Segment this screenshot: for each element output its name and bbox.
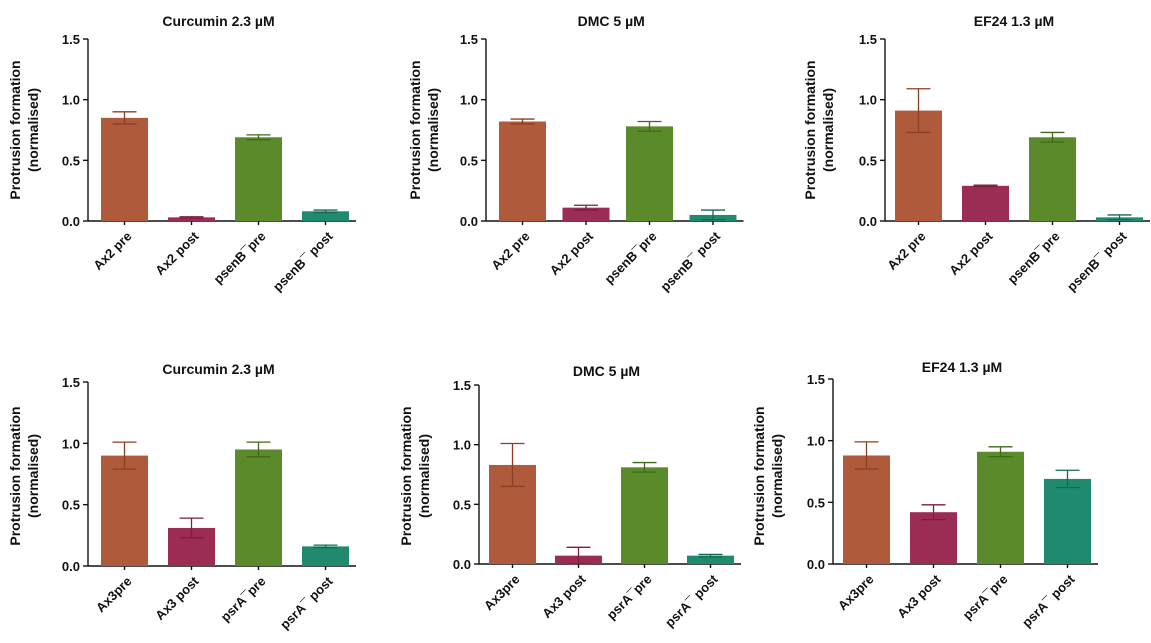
y-axis-label-line: (normalised) — [820, 88, 836, 172]
x-tick-label: Ax2 pre — [884, 229, 928, 273]
x-tick-label: Ax3pre — [93, 574, 135, 616]
x-tick-label: Ax2 post — [547, 228, 597, 278]
x-tick-label: Ax2 pre — [488, 229, 532, 273]
x-tick-label: psenB¯pre — [602, 229, 660, 287]
x-tick-label: Ax3pre — [835, 572, 877, 614]
y-tick-label: 1.5 — [807, 372, 825, 387]
bar — [910, 512, 957, 564]
y-tick-label: 1.0 — [62, 93, 80, 108]
y-tick-label: 0.0 — [859, 214, 877, 229]
x-tick-label: Ax2 post — [152, 228, 202, 278]
y-tick-label: 1.0 — [807, 434, 825, 449]
chart-title: DMC 5 µM — [573, 363, 640, 379]
bar — [1044, 478, 1091, 564]
chart-dmc-psra: DMC 5 µM Protrusion formation (normalised)… — [398, 363, 741, 630]
chart-curcumin-psra: Curcumin 2.3 µM Protrusion formation (norm… — [7, 361, 356, 632]
bar — [235, 449, 282, 566]
y-tick-label: 1.5 — [62, 32, 80, 47]
y-axis-label-line: Protrusion formation — [802, 60, 818, 199]
y-axis-label-line: Protrusion formation — [751, 406, 767, 545]
chart-title: Curcumin 2.3 µM — [162, 13, 274, 29]
y-axis-label-line: Protrusion formation — [407, 60, 423, 199]
x-tick-label: psenB¯ post — [1064, 228, 1130, 294]
x-tick-label: psrA¯ post — [1019, 571, 1078, 630]
y-tick-label: 1.0 — [460, 93, 478, 108]
y-tick-label: 0.0 — [62, 214, 80, 229]
bar — [101, 117, 148, 221]
y-tick-label: 0.0 — [807, 557, 825, 572]
y-tick-label: 0.5 — [62, 153, 80, 168]
y-tick-label: 1.5 — [460, 32, 478, 47]
x-tick-label: Ax3 post — [539, 571, 589, 621]
y-tick-label: 0.0 — [62, 559, 80, 574]
y-tick-label: 0.0 — [453, 557, 471, 572]
bar — [302, 546, 349, 566]
y-axis-label-line: Protrusion formation — [7, 60, 23, 199]
y-axis-label-line: (normalised) — [769, 434, 785, 518]
bar — [977, 451, 1024, 564]
bar — [962, 185, 1009, 221]
y-axis-label-line: (normalised) — [25, 88, 41, 172]
x-tick-label: Ax3pre — [481, 572, 523, 614]
x-tick-label: psrA¯ post — [662, 571, 721, 630]
y-tick-label: 0.5 — [807, 495, 825, 510]
y-tick-label: 1.0 — [859, 93, 877, 108]
chart-title: Curcumin 2.3 µM — [162, 361, 274, 377]
x-tick-label: psenB¯pre — [1005, 229, 1063, 287]
y-axis-label-line: (normalised) — [425, 88, 441, 172]
bar — [687, 555, 734, 564]
y-tick-label: 1.5 — [453, 378, 471, 393]
y-axis-label: Protrusion formation (normalised) — [7, 406, 41, 545]
y-axis-label-line: Protrusion formation — [398, 406, 414, 545]
chart-title: EF24 1.3 µM — [974, 13, 1054, 29]
y-axis-label: Protrusion formation (normalised) — [7, 60, 41, 199]
chart-ef24-psra: EF24 1.3 µM Protrusion formation (normalis… — [751, 359, 1098, 630]
bar — [1029, 137, 1076, 221]
bar — [101, 455, 148, 566]
y-axis-label: Protrusion formation (normalised) — [802, 60, 836, 199]
y-tick-label: 0.5 — [460, 153, 478, 168]
x-tick-label: psrA¯ post — [277, 573, 336, 632]
bar — [843, 455, 890, 564]
x-tick-label: Ax3 post — [152, 573, 202, 623]
y-tick-label: 1.5 — [62, 375, 80, 390]
x-tick-label: Ax3 post — [894, 571, 944, 621]
x-tick-label: psrA¯pre — [960, 572, 1011, 623]
y-tick-label: 0.5 — [859, 153, 877, 168]
x-tick-label: psrA¯pre — [218, 574, 269, 625]
y-axis-label-line: (normalised) — [416, 434, 432, 518]
y-tick-label: 0.5 — [453, 497, 471, 512]
x-tick-label: psenB¯ post — [270, 228, 336, 294]
y-tick-label: 0.0 — [460, 214, 478, 229]
bar — [235, 137, 282, 221]
bar — [562, 207, 610, 221]
bar — [302, 211, 349, 221]
chart-title: EF24 1.3 µM — [922, 359, 1002, 375]
x-tick-label: Ax2 post — [946, 228, 996, 278]
y-axis-label-line: (normalised) — [25, 434, 41, 518]
y-tick-label: 1.5 — [859, 32, 877, 47]
y-axis-label: Protrusion formation (normalised) — [407, 60, 441, 199]
x-tick-label: psenB¯pre — [211, 229, 269, 287]
chart-title: DMC 5 µM — [578, 13, 645, 29]
bar — [499, 121, 546, 221]
y-axis-label-line: Protrusion formation — [7, 406, 23, 545]
y-axis-label: Protrusion formation (normalised) — [751, 406, 785, 545]
y-axis-label: Protrusion formation (normalised) — [398, 406, 432, 545]
x-tick-label: psenB¯ post — [657, 228, 723, 294]
chart-ef24-psenb: EF24 1.3 µM Protrusion formation (normalis… — [802, 13, 1150, 294]
chart-curcumin-psenb: Curcumin 2.3 µM Protrusion formation (norm… — [7, 13, 356, 294]
x-tick-label: Ax2 pre — [90, 229, 134, 273]
y-tick-label: 1.0 — [453, 438, 471, 453]
y-tick-label: 1.0 — [62, 436, 80, 451]
y-tick-label: 0.5 — [62, 498, 80, 513]
chart-dmc-psenb: DMC 5 µM Protrusion formation (normalised)… — [407, 13, 744, 294]
x-tick-label: psrA¯pre — [604, 572, 655, 623]
bar — [621, 467, 668, 564]
bar — [626, 126, 673, 221]
bar — [168, 217, 215, 221]
